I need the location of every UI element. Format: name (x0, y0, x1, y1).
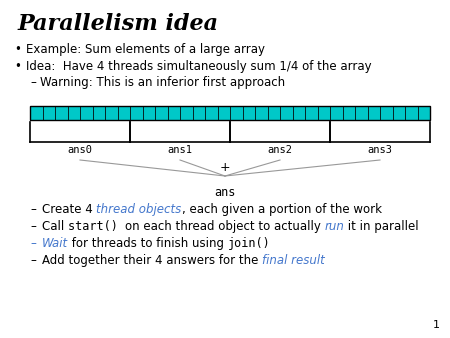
Text: +: + (220, 161, 230, 174)
Text: Create 4: Create 4 (42, 203, 96, 216)
Bar (342, 106, 355, 120)
Text: –: – (30, 220, 36, 233)
Text: join(): join() (228, 237, 270, 250)
Text: Example: Sum elements of a large array: Example: Sum elements of a large array (26, 43, 265, 56)
Text: 1: 1 (433, 320, 440, 330)
Bar (167, 106, 180, 120)
Bar (280, 106, 292, 120)
Text: start(): start() (68, 220, 125, 233)
Bar (418, 106, 430, 120)
Text: ans3: ans3 (368, 145, 392, 155)
Text: •: • (14, 60, 21, 73)
Bar (355, 106, 368, 120)
Text: it in parallel: it in parallel (345, 220, 419, 233)
Bar (105, 106, 117, 120)
Text: –: – (30, 237, 36, 250)
Bar (305, 106, 318, 120)
Text: ans2: ans2 (267, 145, 293, 155)
Text: –: – (30, 76, 36, 89)
Text: thread objects: thread objects (96, 203, 182, 216)
Bar (55, 106, 68, 120)
Text: ans: ans (214, 186, 236, 199)
Bar (380, 106, 392, 120)
Text: Wait: Wait (42, 237, 68, 250)
Bar (117, 106, 130, 120)
Bar (68, 106, 80, 120)
Text: on each thread object to actually: on each thread object to actually (125, 220, 324, 233)
Bar (42, 106, 55, 120)
Text: Parallelism idea: Parallelism idea (18, 13, 219, 35)
Text: for threads to finish using: for threads to finish using (68, 237, 228, 250)
Text: Add together their 4 answers for the: Add together their 4 answers for the (42, 254, 262, 267)
Bar (330, 106, 342, 120)
Text: Warning: This is an inferior first approach: Warning: This is an inferior first appro… (40, 76, 285, 89)
Bar (243, 106, 255, 120)
Bar (193, 106, 205, 120)
Text: ans0: ans0 (68, 145, 93, 155)
Text: , each given a portion of the work: , each given a portion of the work (182, 203, 382, 216)
Bar (230, 106, 243, 120)
Text: Call: Call (42, 220, 68, 233)
Bar (405, 106, 418, 120)
Text: Idea:  Have 4 threads simultaneously sum 1/4 of the array: Idea: Have 4 threads simultaneously sum … (26, 60, 372, 73)
Bar (30, 106, 430, 120)
Bar (318, 106, 330, 120)
Bar (205, 106, 217, 120)
Bar (130, 106, 143, 120)
Text: –: – (30, 254, 36, 267)
Bar (155, 106, 167, 120)
Bar (80, 106, 93, 120)
Bar (292, 106, 305, 120)
Bar (180, 106, 193, 120)
Bar (93, 106, 105, 120)
Bar (368, 106, 380, 120)
Text: –: – (30, 203, 36, 216)
Bar (217, 106, 230, 120)
Text: •: • (14, 43, 21, 56)
Text: final result: final result (262, 254, 325, 267)
Bar (143, 106, 155, 120)
Bar (392, 106, 405, 120)
Text: ans1: ans1 (167, 145, 193, 155)
Bar (255, 106, 267, 120)
Bar (267, 106, 280, 120)
Bar (30, 106, 42, 120)
Text: run: run (324, 220, 345, 233)
